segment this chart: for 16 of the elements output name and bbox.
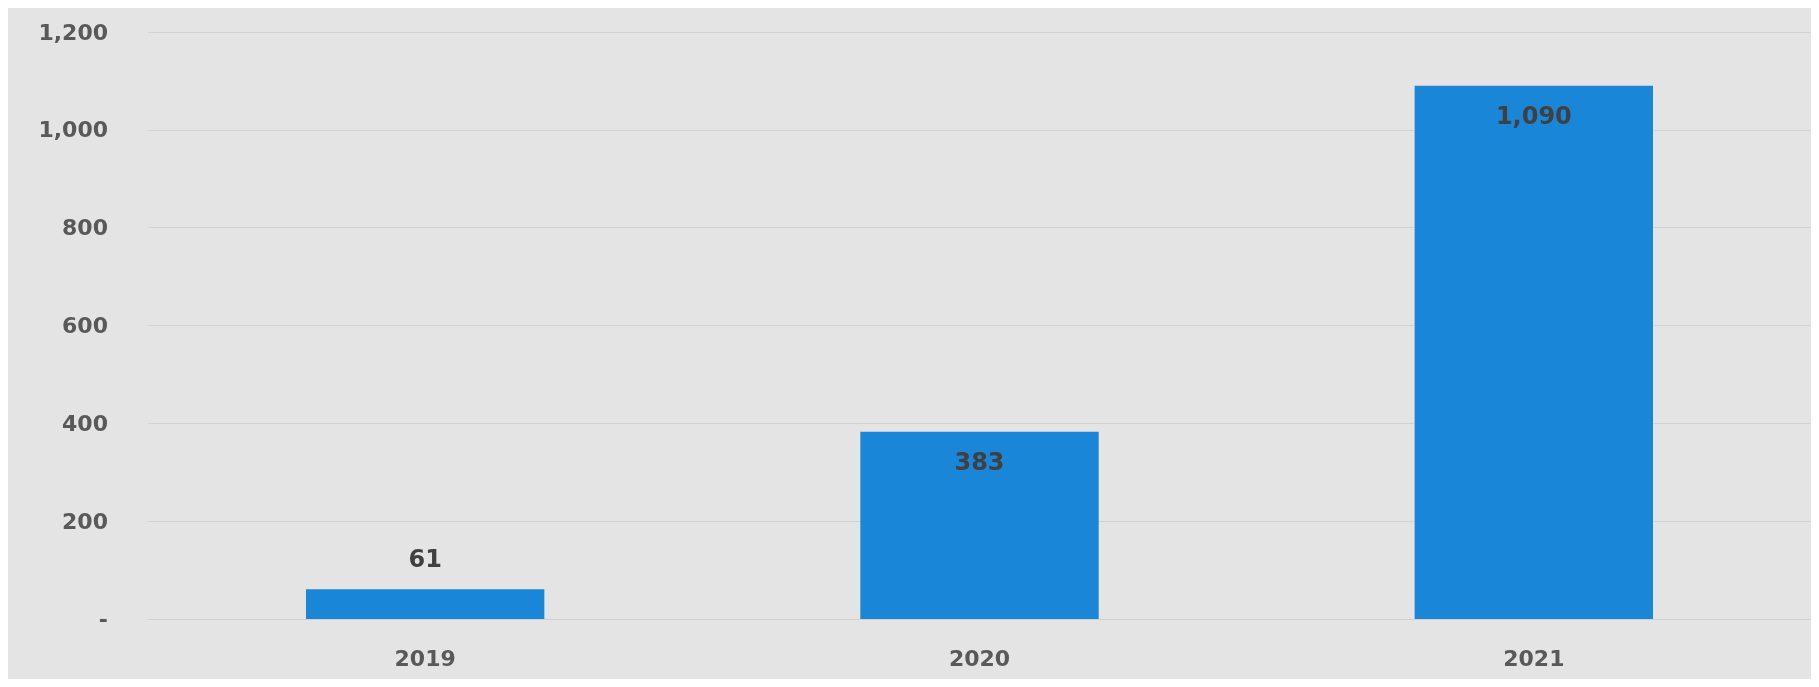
y-tick-label: 800 [62, 215, 108, 241]
bar [1414, 85, 1654, 619]
x-tick-label: 2019 [394, 645, 456, 671]
y-tick-label: 1,000 [38, 117, 108, 143]
y-tick-label: 400 [62, 410, 108, 436]
data-label: 383 [954, 447, 1005, 476]
x-tick-label: 2020 [948, 645, 1011, 671]
y-tick-label: 600 [62, 313, 108, 338]
bar [305, 589, 545, 619]
y-tick-label: 200 [62, 508, 108, 534]
y-tick-label: 1,200 [38, 19, 108, 45]
data-label: 1,090 [1495, 101, 1572, 130]
y-tick-label: - [98, 606, 108, 632]
bar [860, 431, 1099, 619]
data-label: 61 [408, 545, 442, 574]
x-tick-label: 2021 [1503, 645, 1565, 671]
